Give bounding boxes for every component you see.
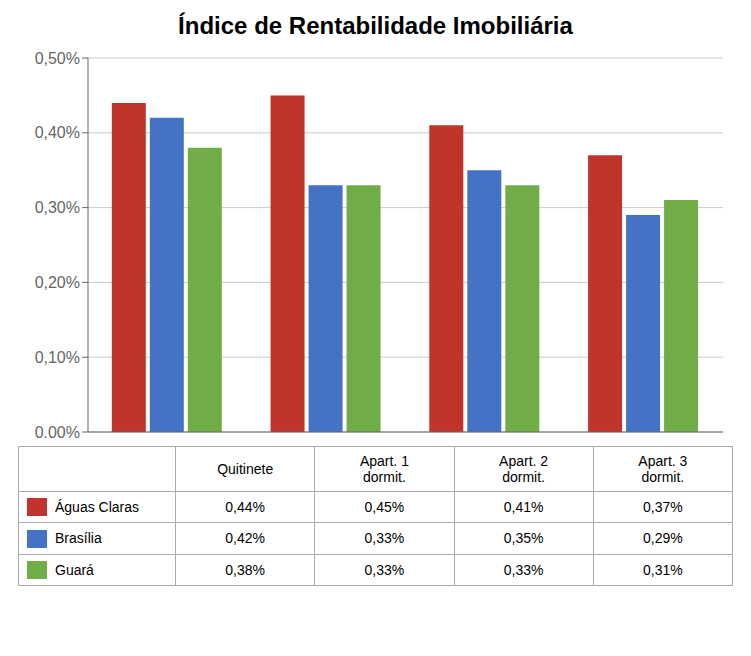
html-text:Apart. 1 dormit.: Apart. 1 dormit. [359, 453, 409, 485]
svg-text:0,00%: 0,00% [35, 424, 80, 438]
svg-text:0,30%: 0,30% [35, 199, 80, 216]
html-text:0,33%: 0,33% [503, 561, 544, 578]
html-text:0,31%: 0,31% [643, 561, 683, 578]
html-text:Apart. 3 dormit.: Apart. 3 dormit. [638, 453, 688, 485]
html-text:0,33%: 0,33% [364, 530, 405, 547]
svg-text:0,50%: 0,50% [35, 50, 80, 67]
html-text:Índice de Rentabilidade Imobil: Índice de Rentabilidade Imobiliária [178, 12, 573, 39]
html-text:0,45%: 0,45% [364, 499, 405, 516]
html-text:Apart. 2 dormit.: Apart. 2 dormit. [499, 453, 549, 485]
html-text:Guará: Guará [55, 561, 94, 578]
html-text:0,41%: 0,41% [503, 499, 544, 516]
html-text:Brasília: Brasília [55, 530, 102, 547]
html-text:Quitinete: Quitinete [217, 461, 274, 477]
svg-text:0,10%: 0,10% [35, 349, 80, 366]
html-text:0,42%: 0,42% [225, 530, 265, 547]
html-text:0,33%: 0,33% [364, 561, 405, 578]
html-text:0,35%: 0,35% [503, 530, 544, 547]
html-text:0,37%: 0,37% [643, 499, 683, 516]
svg-text:0,40%: 0,40% [35, 124, 80, 141]
html-text:0,38%: 0,38% [225, 561, 265, 578]
html-text:Águas Claras: Águas Claras [55, 499, 139, 516]
html-text:0,44%: 0,44% [225, 499, 265, 516]
html-text:0,29%: 0,29% [643, 530, 683, 547]
svg-text:0,20%: 0,20% [35, 274, 80, 291]
